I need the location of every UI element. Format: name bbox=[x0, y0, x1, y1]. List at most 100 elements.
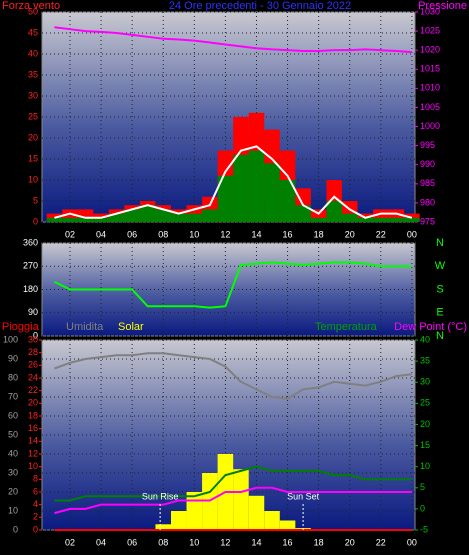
compass-label: E bbox=[436, 307, 443, 319]
bar bbox=[186, 492, 203, 530]
bar bbox=[264, 511, 280, 530]
bar bbox=[108, 213, 125, 222]
y2-tick-label: 995 bbox=[420, 140, 435, 150]
bar bbox=[77, 217, 94, 222]
y-tick-label: 10 bbox=[8, 505, 18, 515]
bar bbox=[248, 495, 265, 530]
compass-label: S bbox=[436, 283, 443, 295]
bar bbox=[373, 217, 389, 222]
y2-tick-label: -5 bbox=[420, 524, 428, 534]
y-tick-label: 25 bbox=[28, 111, 38, 121]
legend-entry: Solar bbox=[118, 321, 144, 333]
x-tick-label: 16 bbox=[283, 229, 293, 239]
y-tick-label: 20 bbox=[8, 486, 18, 496]
y3-tick-label: 6 bbox=[33, 486, 38, 496]
bar bbox=[233, 469, 249, 530]
y-tick-label: 270 bbox=[23, 261, 38, 271]
x-tick-label: 00 bbox=[407, 537, 417, 547]
bar bbox=[170, 213, 187, 222]
x-tick-label: 12 bbox=[220, 229, 230, 239]
y-tick-label: 60 bbox=[8, 410, 18, 420]
y-label: Forza vento bbox=[2, 0, 60, 12]
y2-tick-label: 1025 bbox=[420, 25, 440, 35]
y3-tick-label: 30 bbox=[28, 334, 38, 344]
y-tick-label: 10 bbox=[28, 174, 38, 184]
y2-tick-label: 1020 bbox=[420, 45, 440, 55]
bar bbox=[388, 217, 405, 222]
y-tick-label: 0 bbox=[13, 524, 18, 534]
x-tick-label: 14 bbox=[251, 537, 261, 547]
y2-tick-label: 1010 bbox=[420, 83, 440, 93]
y2-tick-label: 1030 bbox=[420, 6, 440, 16]
line bbox=[54, 465, 412, 502]
bar bbox=[279, 520, 296, 530]
x-tick-label: 22 bbox=[376, 537, 386, 547]
bar bbox=[139, 205, 156, 222]
line bbox=[54, 26, 412, 54]
legend-entry: Dew Point (°C) bbox=[394, 321, 467, 333]
x-tick-label: 12 bbox=[220, 537, 230, 547]
compass-label: W bbox=[435, 260, 446, 272]
y-tick-label: 100 bbox=[3, 334, 18, 344]
y-tick-label: 20 bbox=[28, 132, 38, 142]
x-tick-label: 22 bbox=[376, 229, 386, 239]
y-tick-label: 90 bbox=[8, 353, 18, 363]
x-tick-label: 04 bbox=[96, 537, 106, 547]
annotation-label: Sun Rise bbox=[142, 491, 179, 501]
y2-tick-label: 20 bbox=[420, 419, 430, 429]
bar bbox=[326, 201, 342, 222]
y2-tick-label: 30 bbox=[420, 377, 430, 387]
bar bbox=[295, 205, 311, 222]
x-tick-label: 18 bbox=[314, 537, 324, 547]
y2-label: Pressione bbox=[418, 0, 467, 12]
bar bbox=[202, 209, 218, 222]
y-tick-label: 80 bbox=[8, 372, 18, 382]
line bbox=[54, 486, 412, 515]
x-tick-label: 02 bbox=[65, 537, 75, 547]
x-tick-label: 02 bbox=[65, 229, 75, 239]
compass-label: N bbox=[436, 237, 444, 249]
y3-tick-label: 14 bbox=[28, 436, 38, 446]
y3-tick-label: 24 bbox=[28, 372, 38, 382]
y2-tick-label: 15 bbox=[420, 440, 430, 450]
y3-tick-label: 4 bbox=[33, 499, 38, 509]
y2-tick-label: 0 bbox=[420, 503, 425, 513]
y3-tick-label: 20 bbox=[28, 398, 38, 408]
x-tick-label: 20 bbox=[345, 229, 355, 239]
y2-tick-label: 985 bbox=[420, 178, 435, 188]
x-tick-label: 06 bbox=[127, 229, 137, 239]
line bbox=[54, 352, 413, 400]
y2-tick-label: 25 bbox=[420, 398, 430, 408]
y-tick-label: 360 bbox=[23, 237, 38, 247]
y-tick-label: 0 bbox=[33, 330, 38, 340]
legend-entry: Pioggia bbox=[2, 321, 40, 333]
y-tick-label: 90 bbox=[28, 307, 38, 317]
bar bbox=[341, 213, 358, 222]
x-tick-label: 08 bbox=[158, 229, 168, 239]
bar bbox=[264, 163, 280, 222]
y-tick-label: 40 bbox=[28, 48, 38, 58]
x-tick-label: 00 bbox=[407, 229, 417, 239]
x-tick-label: 08 bbox=[158, 537, 168, 547]
bar bbox=[279, 180, 296, 222]
bar bbox=[248, 150, 265, 222]
y-tick-label: 15 bbox=[28, 153, 38, 163]
y2-tick-label: 980 bbox=[420, 197, 435, 207]
y2-tick-label: 975 bbox=[420, 216, 435, 226]
line bbox=[54, 145, 413, 219]
bar bbox=[170, 511, 187, 530]
y3-tick-label: 16 bbox=[28, 423, 38, 433]
y3-tick-label: 22 bbox=[28, 385, 38, 395]
bar bbox=[310, 217, 327, 222]
y2-tick-label: 40 bbox=[420, 334, 430, 344]
x-tick-label: 18 bbox=[314, 229, 324, 239]
y-tick-label: 0 bbox=[33, 216, 38, 226]
annotation-label: Sun Set bbox=[287, 491, 320, 501]
bar bbox=[124, 209, 140, 222]
y-tick-label: 50 bbox=[8, 429, 18, 439]
y3-tick-label: 18 bbox=[28, 410, 38, 420]
y2-tick-label: 5 bbox=[420, 482, 425, 492]
y-tick-label: 30 bbox=[8, 467, 18, 477]
y3-tick-label: 0 bbox=[33, 524, 38, 534]
